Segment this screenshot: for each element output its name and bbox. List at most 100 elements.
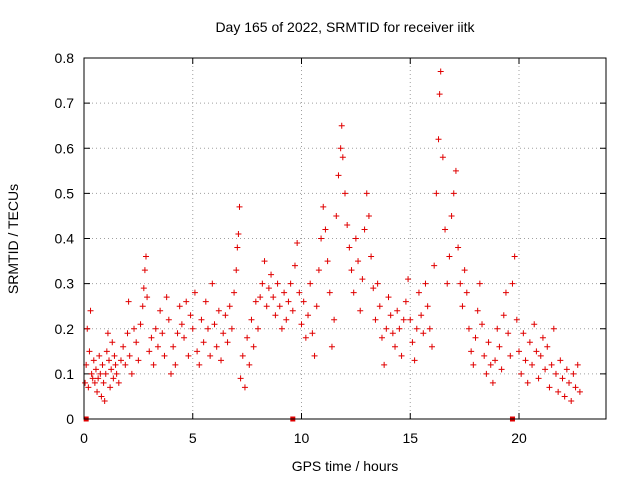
data-point [561, 393, 568, 400]
data-point [257, 294, 264, 301]
data-point [389, 330, 396, 337]
data-point [487, 361, 494, 368]
data-point [535, 375, 542, 382]
data-point [89, 375, 96, 382]
data-point [448, 212, 455, 219]
data-point [489, 379, 496, 386]
data-point [109, 339, 116, 346]
data-point [102, 370, 109, 377]
data-point [507, 352, 514, 359]
y-tick-label: 0.2 [55, 321, 75, 337]
data-point [559, 375, 566, 382]
data-point [442, 226, 449, 233]
data-point [278, 325, 285, 332]
data-point [185, 352, 192, 359]
data-point [263, 303, 270, 310]
data-point [198, 316, 205, 323]
data-point [315, 267, 322, 274]
data-point [520, 330, 527, 337]
data-point [378, 334, 385, 341]
data-point [444, 280, 451, 287]
data-point [159, 330, 166, 337]
data-point [463, 289, 470, 296]
data-point [563, 366, 570, 373]
data-point [418, 312, 425, 319]
data-point [370, 285, 377, 292]
data-point [233, 267, 240, 274]
data-point [237, 375, 244, 382]
y-tick-label: 0.1 [55, 366, 75, 382]
data-point [96, 352, 103, 359]
data-point [120, 343, 127, 350]
data-point [291, 262, 298, 269]
data-point [363, 190, 370, 197]
data-point [131, 325, 138, 332]
data-point [385, 294, 392, 301]
data-point [246, 361, 253, 368]
data-point [202, 298, 209, 305]
data-point [542, 366, 549, 373]
data-point [446, 253, 453, 260]
data-point [281, 289, 288, 296]
data-point [413, 325, 420, 332]
data-point [94, 388, 101, 395]
data-point [194, 348, 201, 355]
data-point [124, 330, 131, 337]
data-point [472, 334, 479, 341]
data-point [85, 384, 92, 391]
data-point [392, 343, 399, 350]
data-point [572, 384, 579, 391]
data-point [359, 276, 366, 283]
data-point [141, 267, 148, 274]
data-point [285, 298, 292, 305]
data-point [302, 334, 309, 341]
data-point [457, 280, 464, 287]
data-point [322, 226, 329, 233]
data-point [174, 330, 181, 337]
data-point [533, 348, 540, 355]
data-point [207, 352, 214, 359]
data-point [82, 379, 89, 386]
data-point [300, 298, 307, 305]
data-point [496, 343, 503, 350]
data-point [172, 361, 179, 368]
data-point [576, 388, 583, 395]
data-point [101, 397, 108, 404]
data-point [268, 271, 275, 278]
data-point [283, 316, 290, 323]
data-point [338, 122, 345, 129]
data-point [231, 289, 238, 296]
data-point [492, 357, 499, 364]
data-point [296, 289, 303, 296]
x-tick-label: 10 [294, 430, 310, 446]
data-point [106, 357, 113, 364]
data-point [505, 330, 512, 337]
data-point [307, 280, 314, 287]
data-point [342, 190, 348, 197]
data-point [248, 316, 255, 323]
data-point [529, 361, 536, 368]
data-point [344, 221, 351, 228]
data-point [339, 154, 346, 161]
data-point [309, 330, 316, 337]
data-point [176, 303, 183, 310]
data-point [455, 244, 462, 251]
data-point [398, 352, 405, 359]
data-point [90, 357, 97, 364]
axis-ticks: 0 0.1 0.2 0.3 0.4 0.5 0.6 0.7 0.8 0 5 10 15 20 [55, 50, 606, 446]
data-point [218, 357, 225, 364]
data-point [483, 370, 490, 377]
data-point [122, 361, 129, 368]
y-tick-label: 0.5 [55, 185, 75, 201]
x-tick-label: 5 [189, 430, 197, 446]
data-point [481, 352, 488, 359]
data-point [500, 312, 507, 319]
data-point [550, 325, 557, 332]
data-point [224, 339, 231, 346]
data-point [222, 312, 229, 319]
data-point [502, 289, 509, 296]
data-point [104, 330, 111, 337]
data-point [239, 352, 246, 359]
data-point [259, 280, 266, 287]
